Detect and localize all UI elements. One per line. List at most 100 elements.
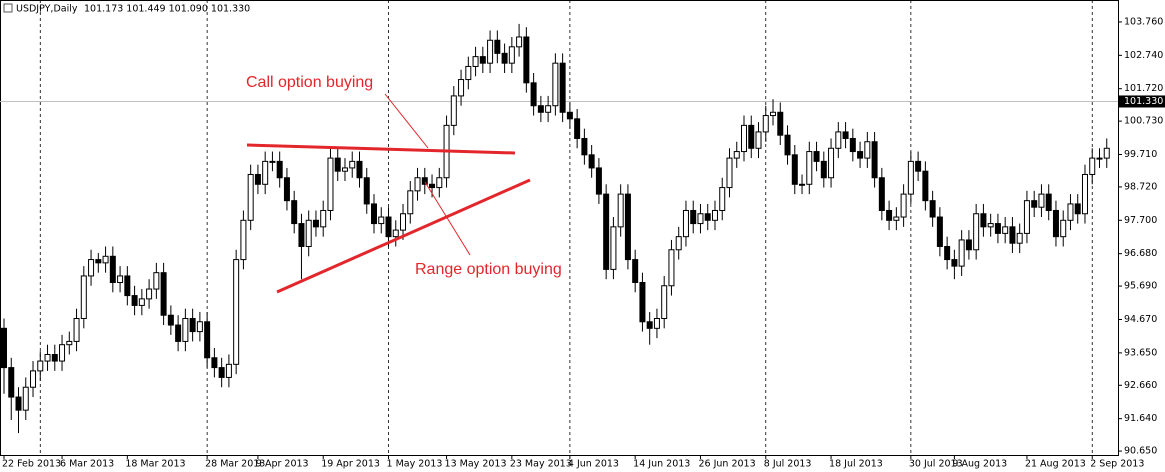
candle-body (218, 367, 225, 378)
x-tick-label: 28 Mar 2013 (205, 459, 265, 470)
candle-body (639, 281, 646, 323)
y-tick-label: 90.650 (1124, 446, 1157, 457)
candle-body (363, 177, 370, 205)
y-tick-label: 91.640 (1124, 413, 1157, 424)
candle-body (298, 223, 305, 247)
candle-body (646, 321, 653, 329)
last-price-label: 101.330 (1124, 96, 1163, 107)
candle-body (958, 239, 965, 267)
resistance-line (246, 143, 516, 155)
candle-body (450, 95, 457, 126)
candle-body (1081, 173, 1088, 215)
candle-body (508, 46, 515, 64)
candle-body (225, 363, 232, 378)
candle-body (762, 115, 769, 133)
candle-body (1023, 200, 1030, 234)
candle-body (719, 187, 726, 211)
chart-icon (3, 3, 13, 13)
candle-body (944, 245, 951, 261)
candle-body (458, 79, 465, 97)
candle-body (414, 177, 421, 192)
candle-body (741, 124, 747, 153)
candle-body (407, 190, 414, 215)
x-tick-label: 19 Apr 2013 (321, 459, 380, 470)
candle-body (269, 160, 276, 163)
candle-body (109, 255, 116, 283)
candle-body (254, 173, 261, 185)
candle-body (1089, 157, 1096, 175)
candle-body (871, 141, 878, 179)
x-tick-label: 1 May 2013 (387, 459, 443, 470)
candle-body (240, 219, 247, 261)
candle-body (175, 324, 182, 342)
candle-body (915, 160, 922, 172)
candle-body (929, 200, 936, 218)
candle-body (51, 354, 58, 362)
candle-body (603, 193, 610, 270)
candle-body (770, 111, 777, 117)
chart-title: USDJPY,Daily (16, 4, 78, 15)
candle-body (305, 219, 312, 247)
candle-body (1031, 200, 1038, 208)
candle-body (574, 118, 581, 139)
y-tick-label: 95.690 (1124, 281, 1157, 292)
candle-body (704, 213, 711, 221)
candle-body (951, 259, 958, 267)
candle-body (262, 160, 269, 185)
candle-body (530, 82, 537, 107)
candle-body (349, 160, 356, 169)
candle-body (196, 321, 203, 333)
candle-body (356, 160, 363, 179)
candle-body (276, 160, 283, 179)
candle-body (559, 62, 566, 113)
y-tick-label: 99.710 (1124, 149, 1157, 160)
candle-body (167, 314, 174, 326)
candle-body (291, 200, 298, 225)
annotation-lines (246, 93, 531, 294)
candle-body (283, 177, 290, 202)
candle-body (668, 249, 675, 287)
candle-body (755, 131, 762, 149)
candle-body (479, 56, 486, 64)
candle-body (682, 209, 689, 238)
candle-body (1096, 157, 1103, 160)
plot-frame (0, 0, 1119, 456)
candle-body (828, 147, 835, 179)
candle-body (857, 151, 864, 159)
x-tick-label: 26 Jun 2013 (698, 459, 755, 470)
candle-body (617, 193, 624, 228)
x-tick-label: 18 Mar 2013 (125, 459, 185, 470)
candle-body (1060, 219, 1067, 238)
x-tick-label: 6 Mar 2013 (60, 459, 114, 470)
candle-body (552, 62, 559, 107)
candle-body (494, 39, 501, 54)
candle-body (204, 321, 211, 359)
candle-body (886, 209, 893, 221)
candle-body (117, 275, 124, 283)
candle-body (661, 285, 668, 319)
candle-body (1016, 232, 1023, 244)
candle-body (922, 170, 929, 202)
candle-body (581, 137, 588, 156)
candle-body (160, 272, 167, 316)
candle-body (182, 318, 189, 342)
candle-body (987, 223, 994, 228)
pointer-line (424, 181, 471, 256)
x-tick-label: 13 May 2013 (445, 459, 507, 470)
candle-body (22, 386, 29, 411)
candle-body (8, 367, 15, 398)
candle-body (835, 131, 842, 149)
y-tick-label: 103.760 (1124, 16, 1163, 27)
x-tick-label: 8 Jul 2013 (764, 459, 812, 470)
x-tick-label: 18 Jul 2013 (829, 459, 883, 470)
candle-body (153, 272, 160, 290)
x-tick-label: 9 Apr 2013 (256, 459, 309, 470)
candle-body (878, 177, 885, 211)
candle-body (1, 327, 7, 369)
candle-body (385, 216, 392, 238)
candle-body (131, 295, 138, 306)
candle-body (15, 396, 22, 411)
x-tick-label: 21 Aug 2013 (1025, 459, 1086, 470)
x-tick-label: 30 Jul 2013 (909, 459, 963, 470)
